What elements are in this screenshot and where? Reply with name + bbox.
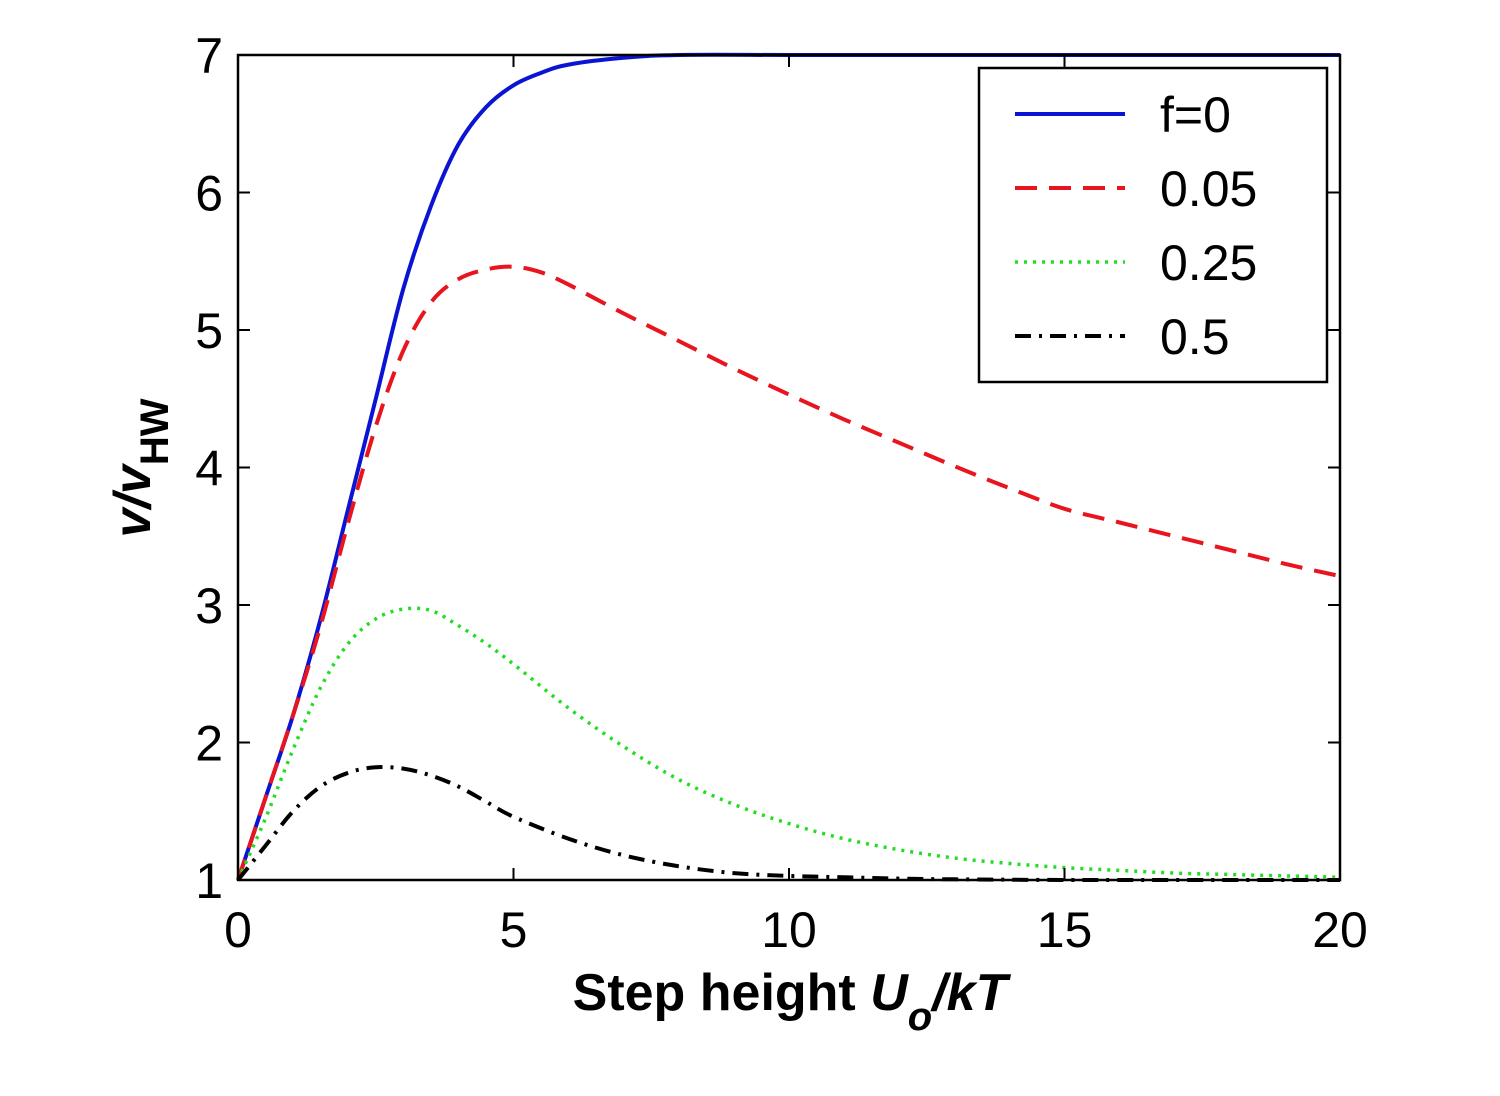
ticks-layer: 0 5 10 15 20 1 2 3 4 5 6 7	[195, 28, 1368, 958]
x-axis-label-text: Step height	[573, 964, 871, 1022]
legend-label-0: f=0	[1160, 87, 1231, 143]
series-line-2	[236, 606, 1341, 881]
x-axis-label-unit: /kT	[930, 964, 1011, 1022]
x-tick-label-0: 0	[224, 902, 252, 958]
y-tick-label-1: 2	[195, 716, 223, 772]
y-tick-label-6: 7	[195, 28, 223, 84]
y-axis-label-text: v/v	[104, 462, 162, 537]
series-line-1	[236, 264, 1341, 881]
y-tick-label-5: 6	[195, 166, 223, 222]
x-tick-label-4: 20	[1312, 902, 1368, 958]
legend-label-2: 0.25	[1160, 235, 1257, 291]
x-tick-label-1: 5	[500, 902, 528, 958]
legend: f=0 0.05 0.25 0.5	[977, 66, 1329, 384]
y-tick-label-0: 1	[195, 853, 223, 909]
legend-box	[977, 66, 1329, 384]
y-axis-label-subscript: HW	[133, 398, 177, 465]
y-axis-label: v/vHW	[104, 398, 177, 537]
x-axis-label-symbol: U	[870, 964, 909, 1022]
y-tick-label-2: 3	[195, 578, 223, 634]
x-tick-label-3: 15	[1037, 902, 1093, 958]
x-axis-label: Step height Uo/kT	[573, 964, 1012, 1039]
y-tick-label-3: 4	[195, 441, 223, 497]
y-tick-label-4: 5	[195, 303, 223, 359]
legend-label-1: 0.05	[1160, 161, 1257, 217]
x-tick-label-2: 10	[761, 902, 817, 958]
x-axis-label-subscript: o	[908, 995, 932, 1039]
legend-label-3: 0.5	[1160, 309, 1230, 365]
